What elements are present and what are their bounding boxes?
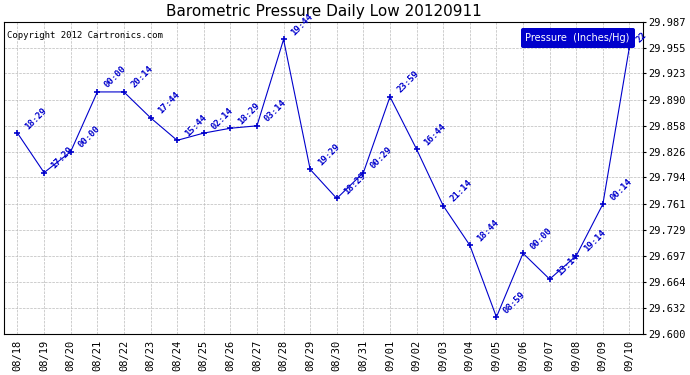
Text: 00:00: 00:00 bbox=[76, 124, 101, 150]
Text: 15:44: 15:44 bbox=[183, 113, 208, 138]
Text: 22: 22 bbox=[635, 31, 649, 45]
Text: 00:29: 00:29 bbox=[369, 145, 394, 171]
Text: 03:14: 03:14 bbox=[262, 98, 288, 124]
Text: 18:44: 18:44 bbox=[475, 218, 501, 243]
Text: 18:29: 18:29 bbox=[23, 105, 48, 131]
Text: 02:14: 02:14 bbox=[209, 105, 235, 131]
Text: 00:00: 00:00 bbox=[103, 64, 128, 90]
Text: 20:14: 20:14 bbox=[130, 64, 155, 90]
Legend: Pressure  (Inches/Hg): Pressure (Inches/Hg) bbox=[521, 28, 635, 48]
Text: 00:00: 00:00 bbox=[529, 226, 554, 251]
Text: 08:59: 08:59 bbox=[502, 290, 527, 315]
Text: 18:29: 18:29 bbox=[236, 101, 262, 126]
Text: 13:14: 13:14 bbox=[555, 252, 580, 277]
Text: 18:29: 18:29 bbox=[342, 171, 368, 196]
Text: 16:44: 16:44 bbox=[422, 122, 448, 147]
Text: 19:14: 19:14 bbox=[582, 228, 607, 254]
Text: Copyright 2012 Cartronics.com: Copyright 2012 Cartronics.com bbox=[8, 31, 164, 40]
Text: 00:14: 00:14 bbox=[609, 177, 634, 202]
Title: Barometric Pressure Daily Low 20120911: Barometric Pressure Daily Low 20120911 bbox=[166, 4, 482, 19]
Text: 23:59: 23:59 bbox=[395, 69, 421, 94]
Text: 19:29: 19:29 bbox=[316, 142, 341, 167]
Text: 17:44: 17:44 bbox=[156, 90, 181, 116]
Text: 19:44: 19:44 bbox=[289, 12, 315, 37]
Text: 17:29: 17:29 bbox=[50, 145, 75, 171]
Text: 21:14: 21:14 bbox=[448, 178, 474, 204]
